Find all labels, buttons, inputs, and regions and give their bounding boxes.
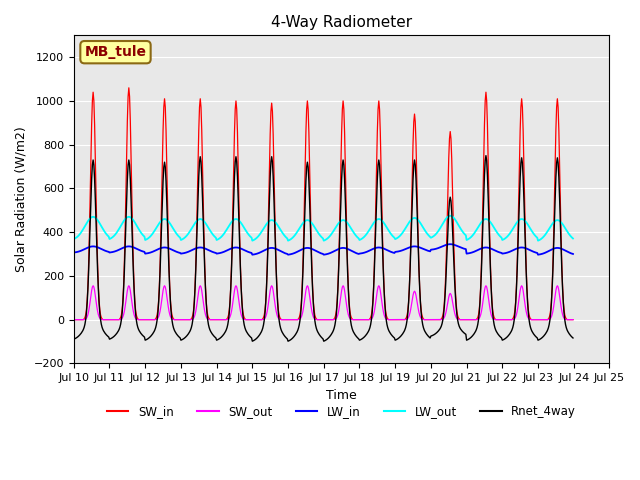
LW_out (388, 232, 396, 238)
LW_in (569, 251, 577, 257)
Rnet_4way (284, 338, 292, 344)
Rnet_4way (44, 327, 52, 333)
SW_out (569, 317, 577, 323)
Rnet_4way (372, 221, 380, 227)
Legend: SW_in, SW_out, LW_in, LW_out, Rnet_4way: SW_in, SW_out, LW_in, LW_out, Rnet_4way (102, 401, 580, 423)
LW_in (387, 249, 394, 254)
LW_in (44, 246, 52, 252)
Line: Rnet_4way: Rnet_4way (38, 154, 573, 341)
Rnet_4way (100, 328, 108, 334)
SW_in (154, 307, 162, 313)
LW_in (99, 247, 107, 252)
LW_in (446, 241, 454, 247)
SW_out (182, 317, 190, 323)
SW_in (44, 317, 52, 323)
LW_out (54, 212, 61, 217)
LW_out (34, 235, 42, 241)
LW_out (154, 223, 162, 228)
Rnet_4way (154, 311, 162, 316)
SW_out (371, 304, 379, 310)
SW_in (54, 76, 61, 82)
LW_in (34, 249, 42, 255)
Text: MB_tule: MB_tule (84, 45, 147, 59)
SW_in (371, 233, 379, 239)
Rnet_4way (182, 334, 190, 339)
LW_out (182, 233, 190, 239)
SW_out (34, 317, 42, 323)
SW_in (100, 317, 108, 323)
SW_in (182, 317, 190, 323)
Rnet_4way (54, 151, 61, 156)
LW_out (248, 238, 256, 243)
SW_out (154, 315, 162, 321)
Line: LW_out: LW_out (38, 215, 573, 240)
Line: LW_in: LW_in (38, 244, 573, 255)
Title: 4-Way Radiometer: 4-Way Radiometer (271, 15, 412, 30)
SW_in (387, 317, 394, 323)
LW_in (371, 245, 379, 251)
SW_in (34, 317, 42, 323)
Line: SW_out: SW_out (38, 286, 573, 320)
LW_out (569, 236, 577, 241)
SW_in (569, 317, 577, 323)
LW_out (372, 217, 380, 223)
LW_in (153, 247, 161, 252)
SW_out (90, 283, 97, 288)
SW_out (100, 317, 108, 323)
LW_in (182, 250, 189, 256)
Y-axis label: Solar Radiation (W/m2): Solar Radiation (W/m2) (15, 127, 28, 272)
Rnet_4way (388, 332, 396, 338)
X-axis label: Time: Time (326, 389, 357, 402)
LW_out (100, 227, 108, 233)
LW_out (44, 225, 52, 230)
Rnet_4way (34, 337, 42, 343)
Line: SW_in: SW_in (38, 79, 573, 320)
SW_out (387, 317, 394, 323)
Rnet_4way (569, 335, 577, 341)
LW_in (248, 252, 256, 258)
SW_out (44, 317, 52, 323)
